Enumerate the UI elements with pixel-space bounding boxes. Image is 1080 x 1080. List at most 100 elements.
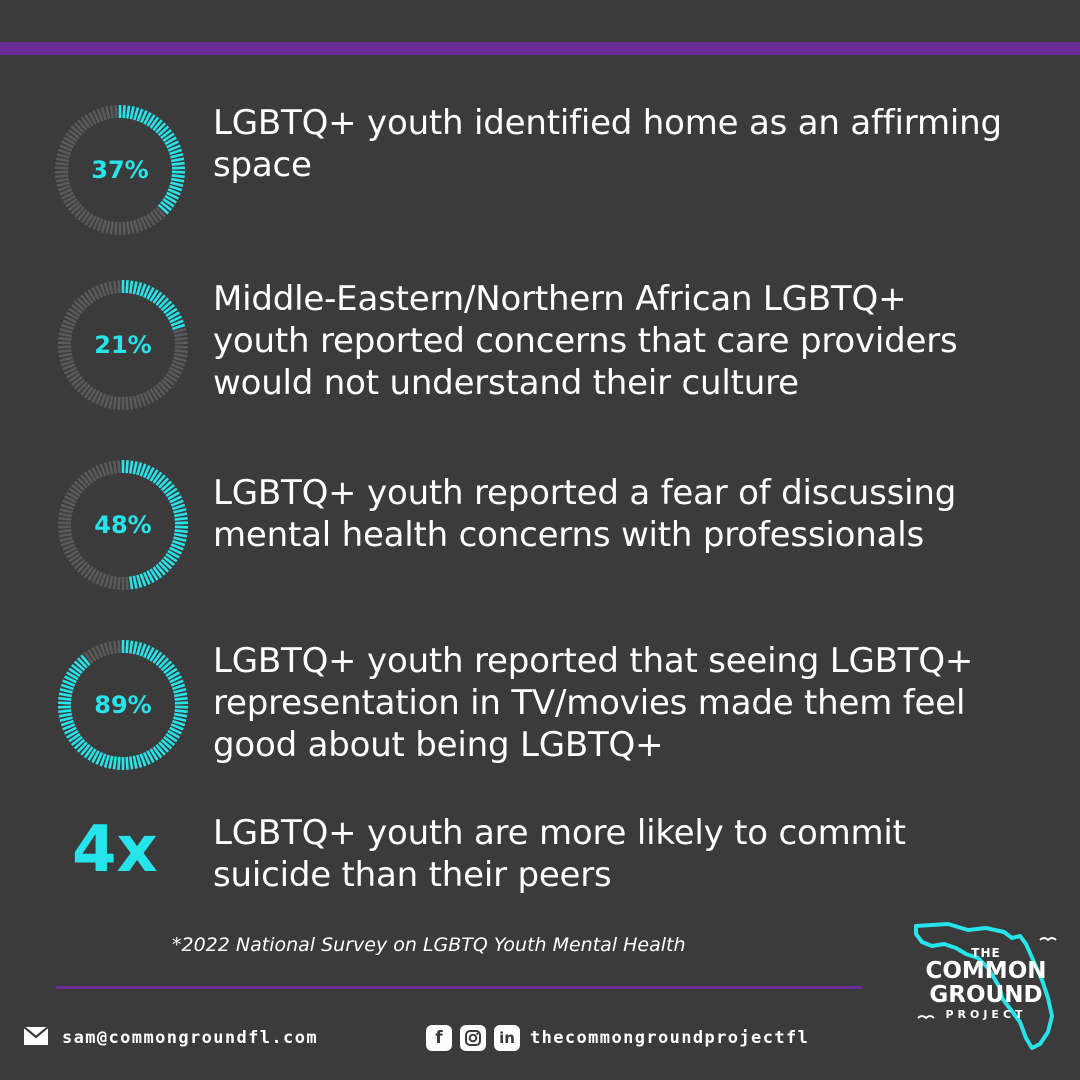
- social-handle[interactable]: thecommongroundprojectfl: [530, 1028, 810, 1048]
- progress-tick-empty: [169, 366, 182, 375]
- facebook-icon[interactable]: f: [426, 1025, 452, 1051]
- progress-tick-filled: [155, 743, 166, 756]
- linkedin-icon[interactable]: in: [494, 1025, 520, 1051]
- progress-tick-empty: [76, 381, 88, 393]
- progress-tick-empty: [63, 194, 76, 204]
- progress-tick-filled: [173, 716, 187, 722]
- progress-tick-filled: [170, 679, 184, 687]
- progress-tick-filled: [152, 291, 163, 304]
- progress-tick-empty: [62, 543, 76, 551]
- progress-tick-filled: [152, 566, 163, 579]
- progress-tick-filled: [173, 536, 187, 542]
- progress-tick-empty: [59, 356, 73, 362]
- progress-ring-graphic: [57, 640, 189, 770]
- progress-tick-filled: [80, 654, 91, 667]
- stat-text-line: LGBTQ+ youth reported a fear of discussi…: [213, 473, 957, 513]
- stat-percentage: 89%: [94, 691, 152, 719]
- email-contact[interactable]: sam@commongroundfl.com: [23, 1020, 318, 1056]
- progress-tick-empty: [117, 576, 121, 590]
- progress-tick-empty: [68, 487, 81, 497]
- progress-tick-filled: [155, 563, 166, 576]
- progress-tick-empty: [109, 221, 115, 235]
- progress-tick-empty: [66, 369, 79, 379]
- progress-tick-empty: [112, 576, 118, 590]
- progress-tick-filled: [170, 177, 185, 183]
- progress-tick-empty: [152, 208, 163, 221]
- social-contact: f in thecommongroundprojectfl: [426, 1020, 809, 1056]
- progress-tick-filled: [162, 132, 175, 142]
- progress-tick-filled: [158, 741, 170, 753]
- stat-text-line: representation in TV/movies made them fe…: [213, 683, 966, 723]
- progress-tick-filled: [167, 311, 180, 321]
- progress-tick-empty: [88, 215, 97, 229]
- progress-tick-filled: [158, 297, 170, 309]
- progress-tick-filled: [158, 477, 170, 489]
- progress-tick-empty: [132, 395, 138, 409]
- progress-tick-filled: [132, 461, 138, 475]
- progress-tick-empty: [167, 369, 180, 379]
- progress-tick-filled: [125, 640, 129, 654]
- progress-tick-empty: [60, 539, 74, 547]
- progress-tick-empty: [136, 394, 143, 408]
- progress-tick-empty: [99, 463, 107, 477]
- progress-tick-filled: [129, 106, 135, 120]
- progress-tick-filled: [80, 743, 91, 756]
- progress-tick-filled: [143, 111, 152, 125]
- progress-tick-filled: [157, 125, 170, 137]
- progress-tick-empty: [80, 294, 91, 307]
- progress-tick-empty: [68, 553, 81, 563]
- progress-tick-filled: [173, 512, 188, 518]
- progress-tick-empty: [73, 206, 85, 218]
- progress-tick-filled: [160, 200, 173, 212]
- stat-description: LGBTQ+ youth reported a fear of discussi…: [213, 472, 1033, 556]
- progress-tick-empty: [149, 388, 159, 401]
- progress-tick-filled: [133, 107, 140, 121]
- progress-tick-filled: [158, 561, 170, 573]
- progress-tick-filled: [64, 726, 77, 735]
- progress-tick-filled: [112, 756, 118, 770]
- progress-tick-empty: [76, 297, 88, 309]
- progress-tick-empty: [80, 116, 91, 129]
- progress-tick-filled: [160, 300, 173, 312]
- progress-tick-empty: [61, 140, 74, 149]
- progress-tick-empty: [174, 349, 188, 354]
- progress-tick-filled: [152, 746, 163, 759]
- progress-tick-filled: [142, 285, 151, 299]
- progress-tick-filled: [58, 712, 73, 718]
- progress-tick-empty: [91, 466, 100, 480]
- progress-tick-filled: [166, 191, 179, 200]
- stat-text-line: good about being LGBTQ+: [213, 725, 664, 765]
- progress-tick-empty: [87, 388, 97, 401]
- progress-tick-empty: [83, 566, 94, 579]
- logo-text-common: COMMON: [925, 958, 1047, 984]
- progress-tick-empty: [73, 480, 86, 492]
- progress-tick-filled: [142, 571, 151, 585]
- progress-tick-filled: [155, 654, 166, 667]
- progress-tick-empty: [108, 281, 114, 295]
- progress-tick-empty: [55, 161, 69, 166]
- progress-tick-empty: [60, 323, 74, 331]
- progress-tick-empty: [84, 114, 94, 127]
- progress-tick-empty: [125, 221, 131, 235]
- progress-tick-empty: [58, 352, 73, 358]
- stat-percentage: 48%: [94, 511, 152, 539]
- email-address[interactable]: sam@commongroundfl.com: [62, 1028, 318, 1048]
- progress-tick-filled: [108, 755, 114, 769]
- stat-description: LGBTQ+ youth identified home as an affir…: [213, 102, 1033, 186]
- progress-tick-empty: [73, 122, 85, 134]
- progress-tick-empty: [160, 378, 173, 390]
- stat-text-line: Middle-Eastern/Northern African LGBTQ+: [213, 279, 907, 319]
- progress-tick-filled: [146, 114, 156, 127]
- progress-tick-empty: [59, 508, 73, 514]
- progress-tick-filled: [160, 738, 173, 750]
- progress-tick-empty: [103, 574, 110, 588]
- progress-tick-filled: [170, 181, 184, 187]
- instagram-icon[interactable]: [460, 1025, 486, 1051]
- progress-tick-empty: [80, 383, 91, 396]
- progress-tick-filled: [166, 140, 179, 149]
- progress-tick-filled: [60, 683, 74, 691]
- progress-tick-empty: [173, 356, 187, 362]
- progress-ring-graphic: [57, 280, 189, 410]
- progress-tick-filled: [125, 105, 131, 119]
- progress-tick-empty: [70, 203, 83, 215]
